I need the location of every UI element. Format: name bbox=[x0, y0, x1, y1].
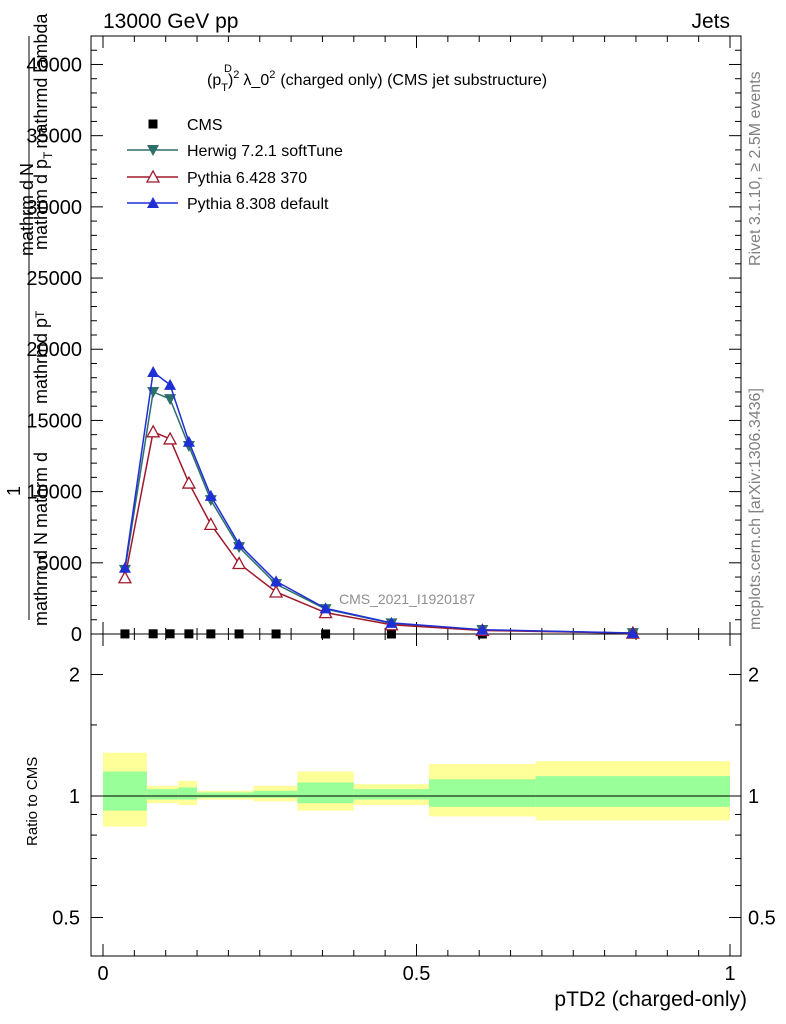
ratio-y-tick-label: 1 bbox=[69, 786, 80, 808]
data-point bbox=[146, 424, 161, 438]
data-point bbox=[271, 629, 281, 639]
title-sup-d: D bbox=[224, 63, 232, 75]
data-point bbox=[181, 475, 196, 489]
y-tick-label: 40000 bbox=[26, 54, 82, 76]
data-point bbox=[268, 584, 284, 598]
data-point bbox=[386, 629, 396, 639]
legend-marker bbox=[147, 145, 159, 156]
y-tick-label: 5000 bbox=[38, 553, 83, 575]
ratio-y-tick-label: 0.5 bbox=[52, 908, 80, 930]
main-y-axis-label: mathrm dN mathrmd pT mathrm d pTmathrmd … bbox=[4, 13, 55, 626]
data-point bbox=[206, 629, 216, 639]
ylabel-lambda: mathrmd pT bbox=[31, 310, 51, 404]
data-point bbox=[165, 629, 175, 639]
mcplots-label: mcplots.cern.ch [arXiv:1306.3436] bbox=[747, 388, 764, 630]
data-point bbox=[231, 556, 247, 570]
rivet-label: Rivet 3.1.10, ≥ 2.5M events bbox=[747, 71, 764, 266]
x-axis-label: pTD2 (charged-only) bbox=[554, 988, 747, 1011]
ylabel-tail: mathrm d pTmathrmd lambda bbox=[31, 13, 55, 250]
y-tick-label: 10000 bbox=[26, 482, 82, 504]
ratio-band-green bbox=[429, 779, 536, 807]
y-tick-label: 15000 bbox=[26, 410, 82, 432]
ratio-y-ticks: 0.5 0.5 1 1 2 2 bbox=[52, 665, 776, 930]
series-layer bbox=[117, 366, 640, 640]
y-tick-label: 25000 bbox=[26, 268, 82, 290]
ratio-y-tick-label-right: 2 bbox=[748, 665, 759, 687]
legend-label: Pythia 6.428 370 bbox=[187, 170, 307, 187]
data-point bbox=[164, 394, 177, 406]
data-point bbox=[148, 629, 158, 639]
ratio-band-green bbox=[146, 789, 179, 800]
ratio-band-green bbox=[535, 776, 730, 807]
series-triangle-up bbox=[118, 366, 639, 639]
ratio-y-tick-label-right: 1 bbox=[748, 786, 759, 808]
x-tick-label: 1 bbox=[724, 963, 735, 985]
data-point bbox=[162, 431, 178, 445]
data-point bbox=[147, 366, 160, 378]
title-lambda-sup: 2 bbox=[269, 69, 275, 81]
data-point bbox=[117, 570, 133, 584]
data-point bbox=[233, 538, 246, 550]
title-lambda: λ_0 bbox=[243, 72, 269, 89]
data-point bbox=[203, 517, 218, 531]
ratio-band-green bbox=[353, 789, 430, 800]
data-point bbox=[184, 629, 194, 639]
legend-label: Herwig 7.2.1 softTune bbox=[187, 143, 343, 160]
data-point bbox=[234, 629, 244, 639]
legend-marker bbox=[148, 119, 158, 129]
y-tick-label: 35000 bbox=[26, 126, 82, 148]
data-point bbox=[270, 575, 283, 587]
data-point bbox=[321, 629, 331, 639]
y-tick-label: 0 bbox=[71, 624, 82, 646]
svg-text:(pT)2λ_02(charged only) (CMS j: (pT)2 λ_02 (charged only) (CMS jet substru… bbox=[207, 69, 547, 94]
title-post-sup: 2 bbox=[233, 69, 239, 81]
ratio-bands bbox=[103, 752, 730, 827]
ylabel-denominator: mathrm d Nmathrm d bbox=[31, 452, 51, 626]
x-tick-label: 0 bbox=[97, 963, 108, 985]
ratio-y-tick-label: 2 bbox=[69, 665, 80, 687]
ratio-band-green bbox=[197, 792, 254, 798]
ratio-y-tick-label-right: 0.5 bbox=[748, 908, 776, 930]
legend-marker bbox=[147, 197, 159, 208]
legend-label: Pythia 8.308 default bbox=[187, 196, 329, 213]
ratio-band-green bbox=[178, 787, 198, 800]
data-point bbox=[385, 616, 398, 628]
data-point bbox=[164, 378, 177, 390]
ratio-y-axis-label: Ratio to CMS bbox=[24, 757, 41, 846]
legend-label: CMS bbox=[187, 117, 223, 134]
ratio-band-green bbox=[253, 790, 298, 798]
data-point bbox=[319, 602, 332, 614]
y-tick-label: 20000 bbox=[26, 339, 82, 361]
data-point bbox=[204, 489, 217, 501]
title-close: ) bbox=[228, 72, 233, 89]
data-point bbox=[120, 629, 130, 639]
x-tick-label: 0.5 bbox=[403, 963, 431, 985]
y-tick-label: 30000 bbox=[26, 197, 82, 219]
chart-title: (pT)2 λ_02 (charged only) (CMS jet substru… bbox=[207, 63, 547, 94]
analysis-watermark: CMS_2021_I1920187 bbox=[339, 591, 475, 607]
main-y-ticks: 0 5000 10000 15000 20000 25000 30000 35000 40000 bbox=[26, 49, 741, 646]
ylabel-one: 1 bbox=[4, 486, 24, 496]
series-triangle-up-open bbox=[117, 424, 640, 639]
ratio-band-green bbox=[297, 782, 354, 804]
title-sub: T bbox=[221, 82, 228, 94]
data-point bbox=[476, 623, 489, 635]
header-right: Jets bbox=[691, 10, 730, 33]
title-pre: (p bbox=[207, 72, 221, 89]
ratio-band-green bbox=[103, 771, 147, 811]
header-left: 13000 GeV pp bbox=[103, 10, 238, 33]
ylabel-frac-bar-top: mathrm dN bbox=[17, 163, 37, 256]
data-point bbox=[118, 561, 131, 573]
legend: CMS Herwig 7.2.1 softTune Pythia 6.428 370… bbox=[127, 117, 343, 213]
legend-marker bbox=[145, 169, 161, 183]
data-point bbox=[626, 627, 639, 639]
data-point bbox=[182, 435, 195, 447]
title-rest: (charged only) (CMS jet substructure) bbox=[280, 72, 547, 89]
